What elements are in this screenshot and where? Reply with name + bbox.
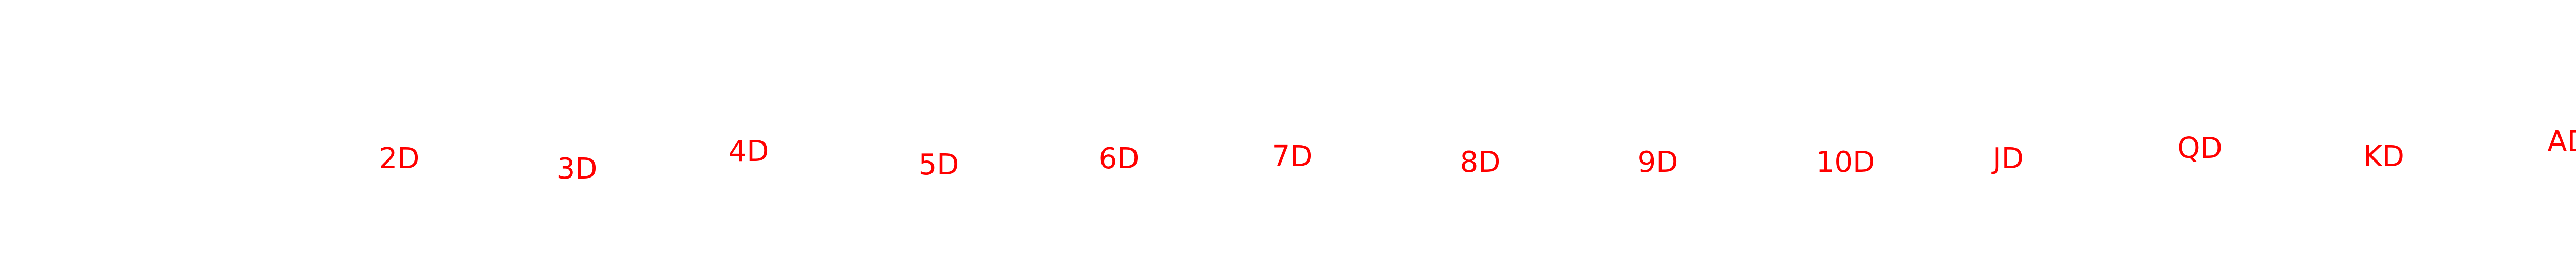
card-label-5d: 5D <box>918 148 959 182</box>
card-label-7d: 7D <box>1272 140 1313 173</box>
card-label-jd: JD <box>1993 142 2024 175</box>
card-label-2d: 2D <box>379 142 420 175</box>
card-label-qd: QD <box>2177 132 2223 165</box>
card-label-8d: 8D <box>1460 146 1501 179</box>
card-label-10d: 10D <box>1816 146 1875 179</box>
card-label-9d: 9D <box>1637 146 1679 179</box>
card-label-3d: 3D <box>556 152 598 186</box>
card-label-kd: KD <box>2363 140 2404 173</box>
card-label-ad: AD <box>2547 125 2576 158</box>
card-label-4d: 4D <box>728 135 769 168</box>
card-label-6d: 6D <box>1098 142 1140 175</box>
